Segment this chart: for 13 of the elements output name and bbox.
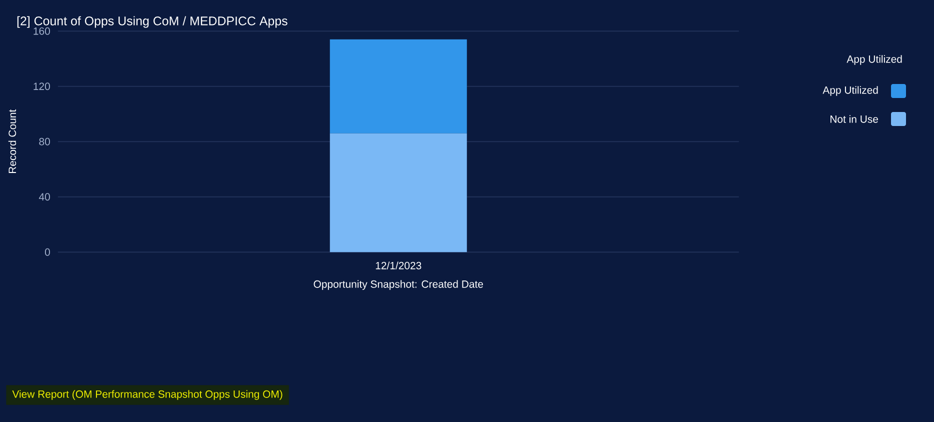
y-tick-label: 160 — [34, 27, 50, 35]
y-tick-label: 40 — [38, 193, 50, 201]
legend-label: App Utilized — [822, 86, 878, 96]
y-tick-label: 0 — [44, 248, 50, 256]
x-axis-title: Opportunity Snapshot: Created Date — [314, 280, 483, 290]
legend-label: Not in Use — [830, 115, 878, 123]
y-tick-label: 80 — [39, 138, 50, 146]
chart-title: [2] Count of Opps Using CoM / MEDDPICC Apps — [17, 16, 288, 28]
text: View Report (OM Performance Snapshot Opps Using OM) — [12, 390, 282, 400]
y-axis-title: Record Count — [8, 109, 16, 174]
legend-title: App Utilized — [846, 55, 902, 65]
y-tick-label: 120 — [34, 82, 50, 90]
x-tick-label: 12/1/2023 — [376, 262, 422, 270]
